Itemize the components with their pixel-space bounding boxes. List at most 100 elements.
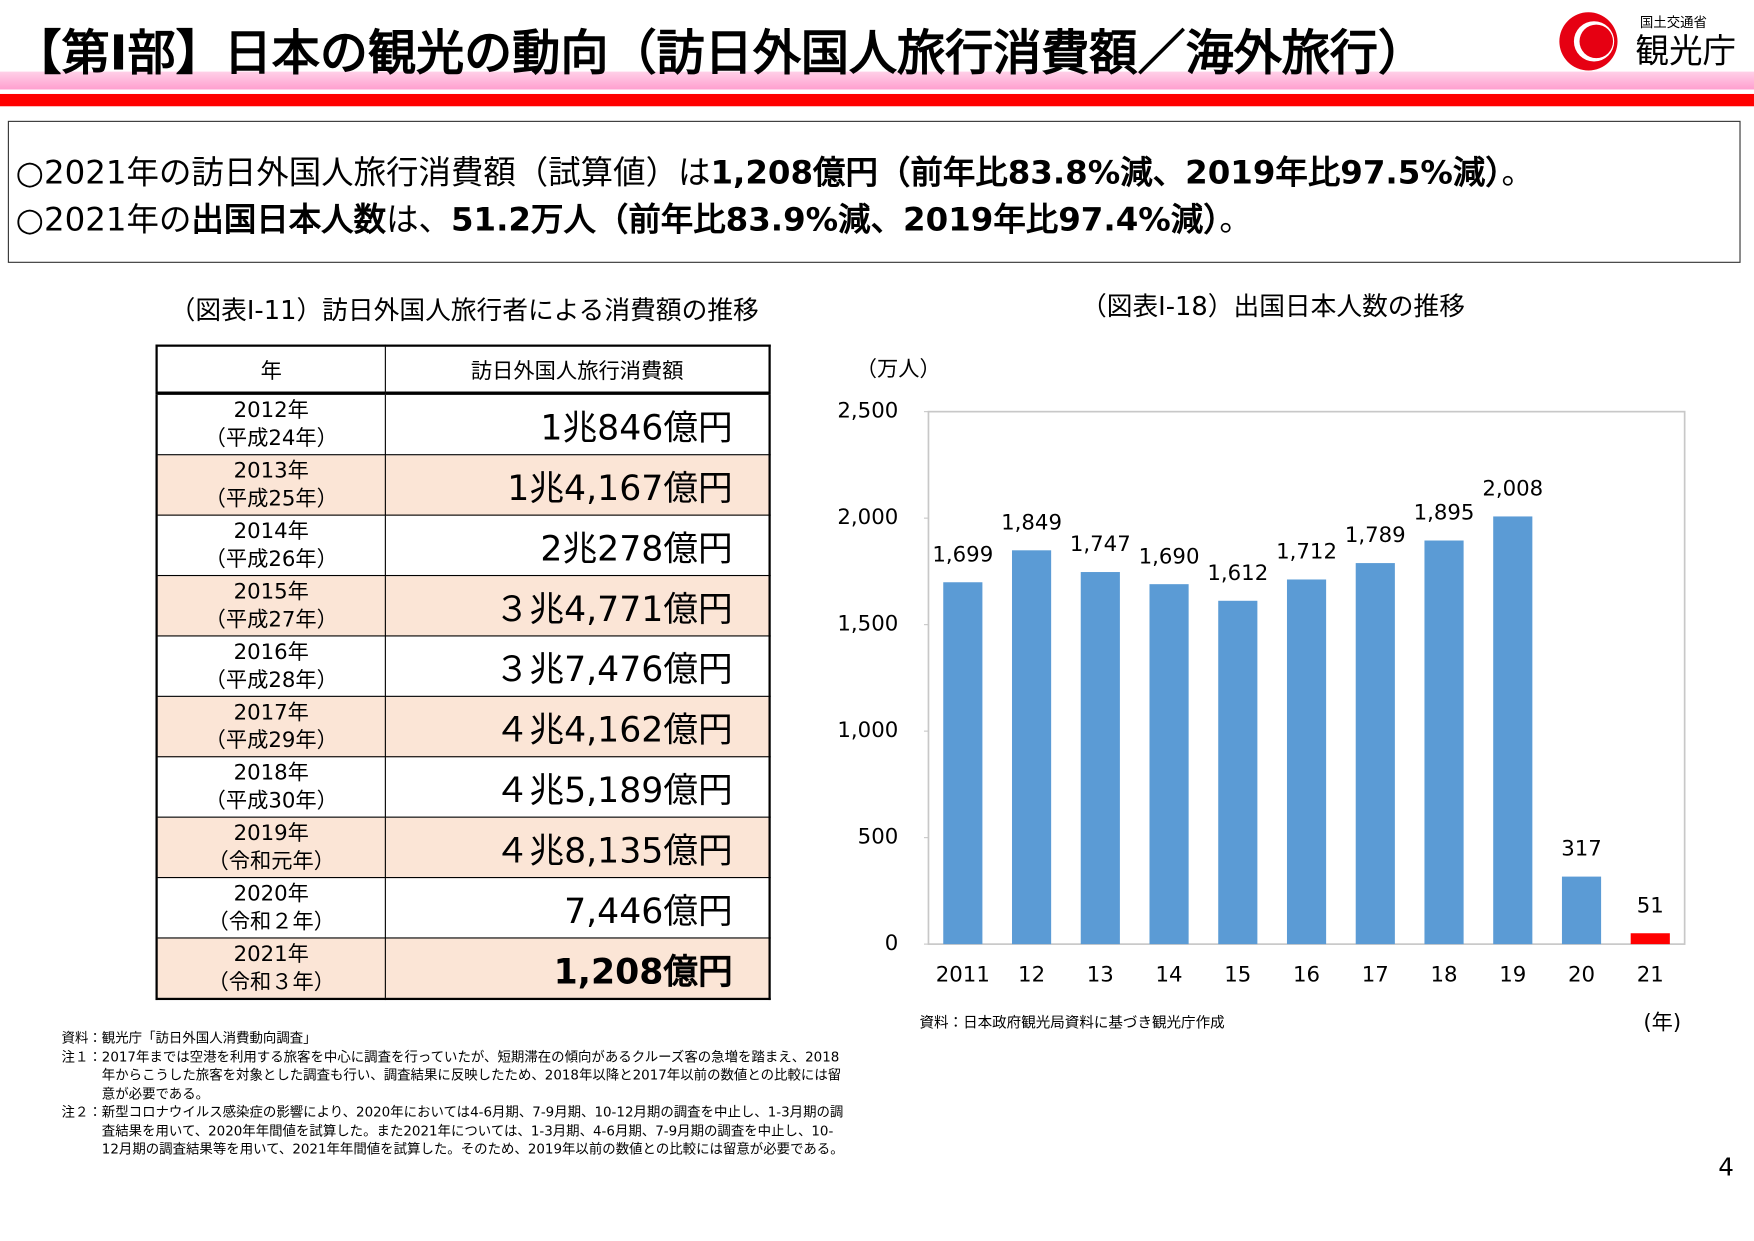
year: 2017年 xyxy=(233,699,309,725)
amount-cell: 1兆846億円 xyxy=(384,392,771,456)
x-tick-label: 17 xyxy=(1362,962,1389,987)
table-row: 2019年 （令和元年） ４兆8,135億円 xyxy=(156,816,771,879)
data-label: 51 xyxy=(1637,893,1664,918)
x-tick-label: 13 xyxy=(1087,962,1114,987)
era-year: （平成26年） xyxy=(204,546,338,572)
table-row: 2017年 （平成29年） ４兆4,162億円 xyxy=(156,695,771,758)
bar xyxy=(1561,876,1602,945)
era-year: （平成24年） xyxy=(204,425,338,451)
x-tick-label: 12 xyxy=(1018,962,1045,987)
bar xyxy=(1630,933,1670,945)
amount-cell: ４兆8,135億円 xyxy=(384,816,771,879)
y-tick-label: 1,500 xyxy=(837,612,898,637)
chart: （図表Ⅰ-18）出国日本人数の推移 （万人） (年) 資料：日本政府観光局資料に… xyxy=(837,292,1686,1036)
logo-ministry: 国土交通省 xyxy=(1640,15,1707,31)
year-cell: 2018年 （平成30年） xyxy=(156,756,386,818)
x-tick-label: 16 xyxy=(1293,962,1320,987)
year-cell: 2019年 （令和元年） xyxy=(156,816,386,879)
note-text: 2017年までは空港を利用する旅客を中心に調査を行っていたが、短期滞在の傾向があ… xyxy=(101,1048,842,1102)
y-axis-label: （万人） xyxy=(856,357,941,382)
era-year: （平成27年） xyxy=(204,606,338,632)
note-label: 注２： xyxy=(61,1104,102,1120)
summary-text: ○2021年の訪日外国人旅行消費額（試算値）は xyxy=(15,153,711,192)
data-label: 1,747 xyxy=(1070,532,1131,557)
header-rule xyxy=(0,93,1754,107)
table-caption: （図表Ⅰ-11）訪日外国人旅行者による消費額の推移 xyxy=(169,296,759,326)
table-row: 2014年 （平成26年） 2兆278億円 xyxy=(156,514,771,577)
note-label: 注１： xyxy=(61,1048,102,1065)
table-row: 2016年 （平成28年） ３兆7,476億円 xyxy=(156,635,771,697)
data-label: 1,789 xyxy=(1345,523,1406,548)
table-row: 2013年 （平成25年） 1兆4,167億円 xyxy=(156,454,771,516)
y-tick-label: 2,500 xyxy=(837,399,898,424)
y-tick-label: 500 xyxy=(858,825,899,850)
year: 2012年 xyxy=(233,397,309,423)
table-row: 2015年 （平成27年） ３兆4,771億円 xyxy=(156,574,771,637)
bar xyxy=(1149,584,1189,945)
x-tick-label: 18 xyxy=(1431,962,1458,987)
header-cell: 訪日外国人旅行消費額 xyxy=(384,345,771,395)
bar xyxy=(1080,572,1120,945)
year-cell: 2016年 （平成28年） xyxy=(156,635,386,697)
year-cell: 2015年 （平成27年） xyxy=(156,574,386,637)
header-cell: 年 xyxy=(156,345,386,395)
year-cell: 2020年 （令和２年） xyxy=(156,876,386,939)
data-label: 1,699 xyxy=(932,542,993,567)
year: 2020年 xyxy=(233,880,309,906)
amount-cell: ４兆4,162億円 xyxy=(384,695,771,758)
header: 【第Ⅰ部】日本の観光の動向（訪日外国人旅行消費額／海外旅行） 国土交通省 観光庁 xyxy=(0,12,1754,107)
table-header: 年 訪日外国人旅行消費額 xyxy=(156,345,771,395)
note-text: 新型コロナウイルス感染症の影響により、2020年においては4-6月期、7-9月期… xyxy=(101,1104,844,1157)
data-label: 1,690 xyxy=(1139,544,1200,569)
year: 2013年 xyxy=(233,458,309,483)
summary-text: 51.2万人（前年比83.9%減、2019年比97.4%減） xyxy=(450,200,1220,239)
chart-source: 資料：日本政府観光局資料に基づき観光庁作成 xyxy=(920,1015,1225,1032)
summary-text: は、 xyxy=(386,200,451,239)
table-row: 2020年 （令和２年） 7,446億円 xyxy=(156,876,771,939)
amount-cell: 1兆4,167億円 xyxy=(384,454,771,516)
note-text: 観光庁「訪日外国人消費動向調査」 xyxy=(101,1030,317,1046)
amount-cell: ４兆5,189億円 xyxy=(384,756,771,818)
bar xyxy=(1218,600,1258,945)
title: 【第Ⅰ部】日本の観光の動向（訪日外国人旅行消費額／海外旅行） xyxy=(13,25,1426,81)
x-tick-label: 2011 xyxy=(936,962,990,987)
year: 2016年 xyxy=(233,639,309,664)
bar xyxy=(1424,540,1464,945)
y-tick-label: 2,000 xyxy=(837,505,898,530)
summary-text: ○2021年の xyxy=(15,200,192,239)
bar xyxy=(1286,579,1327,945)
x-axis-label: (年) xyxy=(1643,1011,1681,1036)
x-tick-label: 21 xyxy=(1637,962,1664,987)
summary-text: 。 xyxy=(1219,200,1252,239)
summary-text: 出国日本人数 xyxy=(191,200,387,239)
table-row: 2018年 （平成30年） ４兆5,189億円 xyxy=(156,756,771,818)
year-cell: 2013年 （平成25年） xyxy=(156,454,386,516)
page-number: 4 xyxy=(1718,1154,1734,1183)
y-tick-label: 0 xyxy=(885,931,899,956)
amount-cell: 1,208億円 xyxy=(384,937,771,1000)
table-row: 2012年 （平成24年） 1兆846億円 xyxy=(156,392,771,456)
data-label: 1,612 xyxy=(1207,561,1268,586)
logo-agency: 観光庁 xyxy=(1635,32,1736,71)
x-tick-label: 15 xyxy=(1224,962,1251,987)
era-year: （令和３年） xyxy=(207,969,336,994)
data-label: 1,712 xyxy=(1276,540,1337,565)
era-year: （平成29年） xyxy=(204,727,338,753)
note-label: 資料： xyxy=(61,1030,102,1046)
x-tick-label: 14 xyxy=(1156,962,1183,987)
note: 注１： 2017年までは空港を利用する旅客を中心に調査を行っていたが、短期滞在の傾… xyxy=(62,1048,851,1103)
year-cell: 2021年 （令和３年） xyxy=(156,937,386,1000)
summary-line: ○2021年の出国日本人数は、51.2万人（前年比83.9%減、2019年比97… xyxy=(16,194,1252,241)
year-cell: 2017年 （平成29年） xyxy=(156,695,386,758)
table: 年 訪日外国人旅行消費額 2012年 （平成24年） 1兆846億円 2013年 （平成… xyxy=(155,344,771,1001)
x-tick-label: 19 xyxy=(1499,962,1526,987)
note: 資料： 観光庁「訪日外国人消費動向調査」 xyxy=(62,1029,851,1047)
year: 2018年 xyxy=(233,760,309,785)
year: 2015年 xyxy=(233,578,309,604)
summary-text: 1,208億円（前年比83.8%減、2019年比97.5%減） xyxy=(710,153,1502,192)
summary-text: 。 xyxy=(1501,153,1534,192)
amount-cell: ３兆7,476億円 xyxy=(384,635,771,697)
summary-box: ○2021年の訪日外国人旅行消費額（試算値）は1,208億円（前年比83.8%減… xyxy=(7,120,1741,263)
era-year: （平成30年） xyxy=(204,788,338,813)
